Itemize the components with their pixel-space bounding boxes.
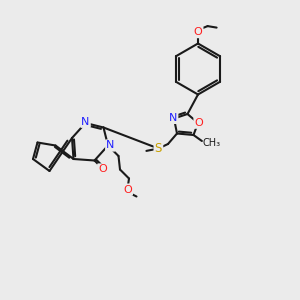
Text: S: S	[155, 142, 162, 155]
Text: O: O	[98, 164, 107, 175]
Text: CH₃: CH₃	[203, 137, 221, 148]
Text: N: N	[169, 113, 177, 123]
Text: O: O	[194, 118, 203, 128]
Text: O: O	[123, 184, 132, 195]
Text: O: O	[194, 27, 202, 37]
Text: N: N	[106, 140, 115, 151]
Text: N: N	[81, 117, 90, 127]
